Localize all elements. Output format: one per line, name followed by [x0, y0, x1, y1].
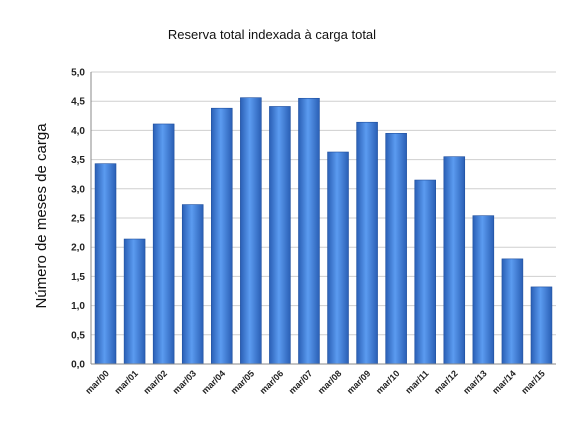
bar [269, 106, 291, 365]
bar [240, 97, 262, 365]
x-tick-label: mar/02 [141, 368, 169, 396]
y-tick-label: 3,0 [71, 184, 85, 195]
x-tick-label: mar/13 [461, 368, 489, 396]
y-tick-label: 0,0 [71, 360, 85, 371]
x-tick-label: mar/01 [112, 368, 140, 396]
x-tick-label: mar/10 [374, 368, 402, 396]
bar [181, 204, 204, 365]
bar [94, 163, 117, 365]
x-tick-labels: mar/00 mar/01 mar/02 mar/03 mar/04 mar/05 mar/… [83, 368, 547, 396]
y-tick-labels: 0,0 0,5 1,0 1,5 2,0 2,5 3,0 3,5 4,0 4,5 5,0 [71, 68, 85, 371]
bar [356, 121, 378, 365]
bar [211, 107, 233, 365]
bar [298, 97, 320, 365]
bar [327, 151, 349, 365]
bars [94, 97, 553, 365]
chart-title: Reserva total indexada à carga total [168, 27, 376, 42]
x-tick-label: mar/06 [258, 368, 286, 396]
bar [443, 156, 466, 365]
bar [152, 123, 175, 365]
x-tick-label: mar/00 [83, 368, 111, 396]
y-tick-label: 1,5 [71, 272, 85, 283]
x-tick-label: mar/05 [229, 368, 257, 396]
y-tick-label: 5,0 [71, 68, 85, 79]
bar [385, 133, 407, 365]
y-tick-label: 0,5 [71, 330, 85, 341]
bar [530, 286, 553, 365]
y-tick-label: 4,0 [71, 126, 85, 137]
x-tick-label: mar/14 [490, 368, 518, 396]
x-tick-label: mar/03 [171, 368, 199, 396]
y-tick-label: 2,0 [71, 243, 85, 254]
x-tick-label: mar/12 [432, 368, 460, 396]
bar [472, 215, 495, 365]
x-tick-label: mar/08 [316, 368, 344, 396]
x-tick-label: mar/09 [345, 368, 373, 396]
bar [414, 179, 436, 365]
x-tick-label: mar/04 [200, 368, 228, 396]
y-tick-label: 3,5 [71, 155, 85, 166]
bar [501, 258, 524, 365]
x-tick-label: mar/15 [519, 368, 547, 396]
y-tick-label: 1,0 [71, 301, 85, 312]
bar [123, 238, 146, 365]
x-tick-label: mar/07 [287, 368, 315, 396]
y-tick-label: 4,5 [71, 97, 85, 108]
x-tick-label: mar/11 [403, 368, 430, 395]
y-tick-label: 2,5 [71, 214, 85, 225]
y-axis-label: Número de meses de carga [33, 123, 50, 309]
